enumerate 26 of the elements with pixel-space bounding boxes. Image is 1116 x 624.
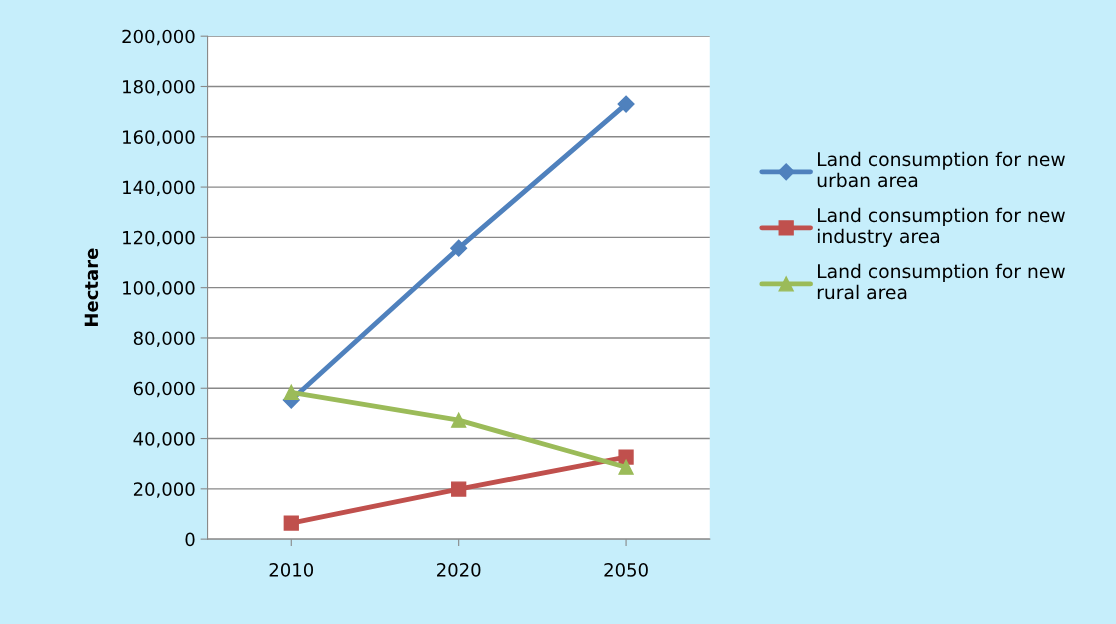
x-tick-label: 2010 [269, 563, 314, 577]
legend-label: Land consumption for new urban area [817, 151, 1065, 188]
x-tick-label: 2050 [604, 563, 648, 577]
y-tick-label: 160,000 [123, 130, 195, 146]
y-tick-label: 40,000 [133, 432, 195, 448]
point [618, 449, 634, 465]
y-tick-label: 20,000 [133, 482, 195, 498]
y-tick-label: 140,000 [123, 180, 195, 197]
y-axis-title: Hectare [84, 248, 99, 327]
point [617, 95, 635, 113]
y-tick-label: 100,000 [123, 281, 195, 297]
x-tick-label: 2020 [437, 563, 481, 577]
point [451, 481, 467, 497]
point [618, 459, 634, 475]
legend-label: Land consumption for new industry area [817, 207, 1065, 247]
legend-label: Land consumption for new rural area [817, 263, 1065, 300]
y-tick-label: 60,000 [133, 381, 195, 398]
y-tick-label: 0 [185, 532, 195, 547]
y-tick-label: 80,000 [133, 331, 195, 347]
y-tick-label: 200,000 [122, 29, 195, 46]
y-tick-label: 180,000 [123, 79, 195, 96]
point [283, 515, 299, 531]
point [283, 384, 299, 400]
y-tick-label: 120,000 [123, 230, 195, 247]
point [450, 239, 468, 257]
point [451, 412, 467, 428]
